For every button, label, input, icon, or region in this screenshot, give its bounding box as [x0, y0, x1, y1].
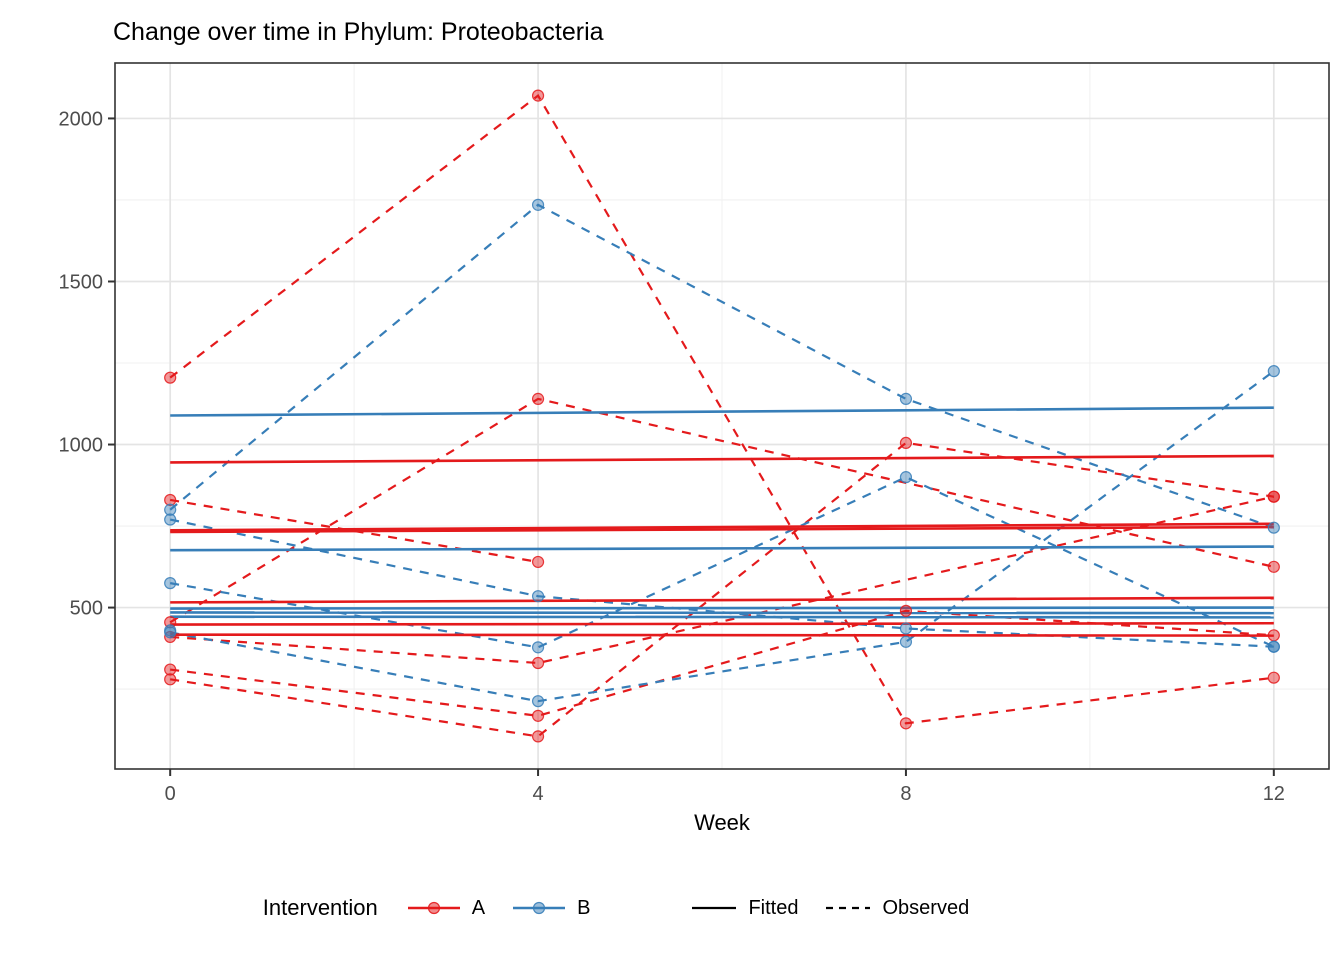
legend-title: Intervention: [262, 895, 378, 920]
x-tick-label: 8: [900, 783, 911, 805]
x-axis-title: Week: [694, 810, 750, 835]
fitted-line-a: [170, 454, 1274, 464]
data-point-a: [1267, 671, 1280, 684]
data-point-b: [531, 695, 545, 708]
x-tick-label: 4: [532, 783, 543, 805]
data-point-b: [899, 622, 913, 635]
data-point-a: [531, 656, 545, 670]
fitted-line-b: [170, 606, 1274, 610]
data-point-a: [899, 436, 913, 450]
y-tick-label: 2000: [59, 108, 104, 130]
x-tick-label: 0: [165, 783, 176, 805]
fitted-line-a: [170, 596, 1274, 604]
legend-key-b-icon: [513, 901, 566, 915]
data-point-b: [1267, 365, 1280, 378]
legend-item-fitted: Fitted: [690, 896, 798, 920]
data-point-a: [899, 717, 913, 730]
fitted-line-a: [170, 525, 1274, 534]
data-point-b: [899, 392, 913, 405]
data-point-b: [1267, 521, 1280, 534]
legend-key-a-icon: [407, 901, 460, 915]
data-point-b: [899, 471, 913, 484]
legend-item-intervention-a: A: [406, 896, 485, 920]
data-point-a: [531, 730, 545, 743]
y-tick-label: 1000: [59, 435, 104, 457]
legend-spacer: [616, 908, 664, 909]
fitted-line-a: [170, 522, 1274, 532]
panel-border: [114, 62, 1330, 770]
y-tick-label: 1500: [59, 271, 104, 293]
data-point-b: [164, 577, 177, 590]
x-tick-label: 12: [1263, 783, 1285, 805]
fitted-line-b: [170, 615, 1274, 619]
data-point-a: [1267, 490, 1280, 503]
data-point-a: [1267, 560, 1280, 573]
data-point-b: [531, 590, 545, 603]
data-point-a: [531, 709, 545, 722]
fitted-line-b: [170, 406, 1274, 417]
fitted-line-b: [170, 611, 1274, 615]
legend-label-observed: Observed: [882, 896, 970, 919]
observed-line-b: [169, 203, 1275, 529]
data-point-a: [164, 493, 177, 507]
chart-title: Change over time in Phylum: Proteobacter…: [113, 18, 604, 46]
data-point-a: [164, 630, 177, 644]
data-point-b: [531, 198, 545, 211]
data-point-a: [531, 392, 545, 405]
legend-label-a: A: [471, 896, 486, 919]
legend-item-intervention-b: B: [511, 896, 590, 920]
data-point-b: [164, 503, 177, 516]
data-point-a: [164, 663, 177, 676]
data-point-b: [1267, 640, 1280, 653]
observed-line-a: [170, 495, 1275, 665]
y-tick-label: 500: [70, 598, 103, 620]
data-point-a: [164, 371, 177, 384]
observed-line-a: [169, 397, 1275, 624]
data-point-a: [899, 604, 913, 617]
data-point-b: [899, 635, 913, 648]
plot-canvas: 500 1000 1500 2000 0 4 8 12: [59, 62, 1330, 805]
fitted-line-a: [170, 621, 1274, 626]
observed-line-a: [170, 441, 1274, 738]
legend-item-observed: Observed: [824, 896, 969, 920]
legend-key-fitted-icon: [692, 906, 737, 910]
data-point-b: [164, 624, 177, 637]
legend-label-b: B: [577, 896, 591, 919]
legend: Intervention A B Fitted: [0, 886, 1232, 930]
data-point-a: [531, 89, 545, 102]
fitted-line-b: [170, 545, 1274, 552]
observed-line-b: [169, 518, 1274, 648]
data-point-a: [164, 673, 177, 686]
observed-line-a: [169, 498, 539, 564]
data-point-a: [531, 555, 545, 569]
observed-line-b: [169, 370, 1275, 703]
fitted-line-a: [170, 633, 1274, 637]
legend-key-observed-icon: [826, 906, 871, 910]
legend-label-fitted: Fitted: [748, 896, 799, 919]
data-point-b: [531, 641, 545, 654]
data-point-b: [164, 513, 177, 526]
data-point-a: [1267, 629, 1280, 642]
